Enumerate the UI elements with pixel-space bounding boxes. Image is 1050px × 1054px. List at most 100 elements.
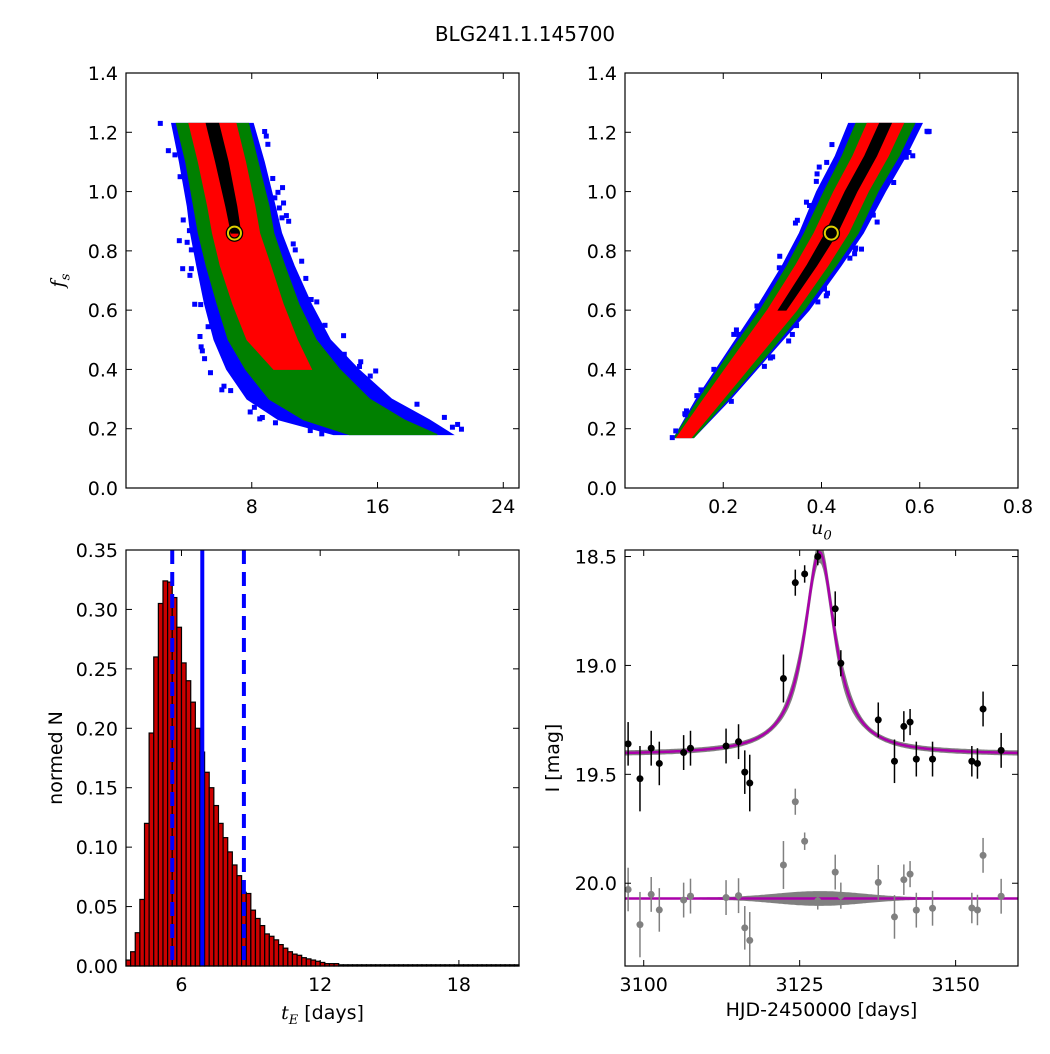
heatmap-cell	[683, 408, 689, 414]
heatmap-cell	[257, 416, 263, 422]
lightcurve-plot-area	[625, 550, 1018, 966]
residual-point	[906, 870, 914, 878]
lightcurve-frame	[624, 549, 1019, 967]
residual-point	[837, 892, 845, 900]
heatmap-cell	[903, 154, 909, 160]
data-point	[968, 757, 976, 765]
best-fit-marker	[823, 225, 839, 241]
y-tick-label: 0.4	[88, 359, 118, 381]
heatmap-cell	[777, 253, 783, 259]
heatmap-cell	[279, 215, 285, 221]
data-point	[791, 579, 799, 587]
y-tick-label: 0.10	[76, 837, 118, 859]
histogram-bar	[296, 954, 303, 967]
heatmap-cell	[731, 331, 737, 337]
heatmap-cell	[319, 431, 325, 437]
residual-point	[997, 892, 1005, 900]
x-tick-label: 18	[447, 974, 471, 996]
data-point	[900, 722, 908, 730]
heatmap-cell	[736, 331, 742, 337]
histogram-bar	[259, 924, 266, 967]
heatmap-cell	[265, 141, 271, 147]
histogram-bar	[236, 875, 243, 967]
data-point	[837, 659, 845, 667]
heatmap-cell	[272, 195, 278, 201]
heatmap-cell	[449, 424, 455, 430]
heatmap-cell	[202, 356, 208, 362]
y-axis-label: I [mag]	[542, 724, 564, 793]
heatmap-cell	[299, 258, 305, 264]
heatmap-cell	[197, 334, 203, 340]
heatmap-cell	[165, 148, 171, 154]
heatmap-cell	[263, 133, 269, 139]
histogram-bar	[125, 959, 132, 967]
heatmap-cell	[859, 246, 865, 252]
data-point	[741, 768, 749, 776]
heatmap-cell	[414, 401, 420, 407]
data-point	[647, 744, 655, 752]
heatmap-panel-top-right: 0.2 0.4 0.6 0.8 0.0 0.2 0.4 0.6 0.8 1.0 1.2 1.4 u0	[587, 63, 1033, 544]
heatmap-cell	[221, 383, 227, 389]
axis-label: fs	[47, 273, 74, 289]
data-point	[979, 705, 987, 713]
heatmap-cell	[308, 296, 314, 302]
data-point	[912, 755, 920, 763]
data-point	[680, 749, 688, 757]
histogram-bar	[213, 804, 220, 967]
heatmap-cell	[172, 152, 178, 158]
heatmap-cell	[307, 428, 313, 434]
residual-point	[814, 897, 822, 905]
data-point	[636, 775, 644, 783]
data-point	[929, 755, 937, 763]
y-tick-label: 0.35	[76, 540, 118, 562]
heatmap-cell	[733, 327, 739, 333]
y-tick-label: 1.4	[587, 63, 617, 85]
heatmap-cell	[847, 255, 853, 261]
data-point	[973, 759, 981, 767]
heatmap-cell	[251, 404, 257, 410]
heatmap-cell	[794, 323, 800, 329]
heatmap-cell	[188, 247, 194, 253]
heatmap-cell	[177, 174, 183, 180]
y-tick-label: 0.20	[76, 718, 118, 740]
y-tick-label: 19.0	[575, 655, 617, 677]
heatmap-cell	[770, 354, 776, 360]
heatmap-cell	[761, 363, 767, 369]
y-tick-label: 1.4	[88, 63, 118, 85]
heatmap-cell	[803, 199, 809, 205]
x-tick-label: 3100	[620, 974, 668, 996]
residual-point	[801, 837, 809, 845]
histogram-bar	[268, 935, 275, 967]
heatmap-cell	[198, 302, 204, 308]
heatmap-cell	[199, 348, 205, 354]
heatmap-cell	[694, 393, 700, 399]
residual-point	[912, 906, 920, 914]
heatmap-cell	[682, 412, 688, 418]
histogram-bar	[153, 656, 159, 967]
confidence-region-red	[675, 122, 905, 439]
histogram-bar	[217, 822, 224, 967]
data-point	[746, 779, 754, 787]
heatmap-cell	[341, 351, 347, 357]
residual-point	[831, 868, 839, 876]
y-tick-label: 1.2	[587, 122, 617, 144]
histogram-bar	[301, 957, 307, 967]
heatmap-cell	[283, 213, 289, 219]
histogram-bar	[314, 960, 321, 967]
x-tick-label: 0.6	[905, 496, 935, 518]
heatmap-cell	[358, 359, 364, 365]
lightcurve-panel: 3100 3125 3150 18.5 19.0 19.5 20.0 I [mag] HJD-2…	[542, 547, 1019, 1021]
x-tick-label: 8	[246, 496, 258, 518]
residual-point	[687, 892, 694, 900]
residual-point	[680, 896, 688, 904]
heatmap-cells	[669, 122, 932, 441]
confidence-region-red	[188, 122, 313, 370]
heatmap-cell	[280, 185, 286, 191]
heatmap-cell	[807, 203, 813, 209]
residual-point	[874, 878, 882, 886]
heatmap-cell	[852, 246, 858, 252]
heatmap-cell	[829, 142, 835, 148]
heatmap-cell	[824, 159, 830, 165]
data-point	[655, 759, 663, 767]
heatmap-panel-top-left: 8 16 24 0.0 0.2 0.4 0.6 0.8 1.0 1.2 1.4 fs	[47, 63, 520, 518]
